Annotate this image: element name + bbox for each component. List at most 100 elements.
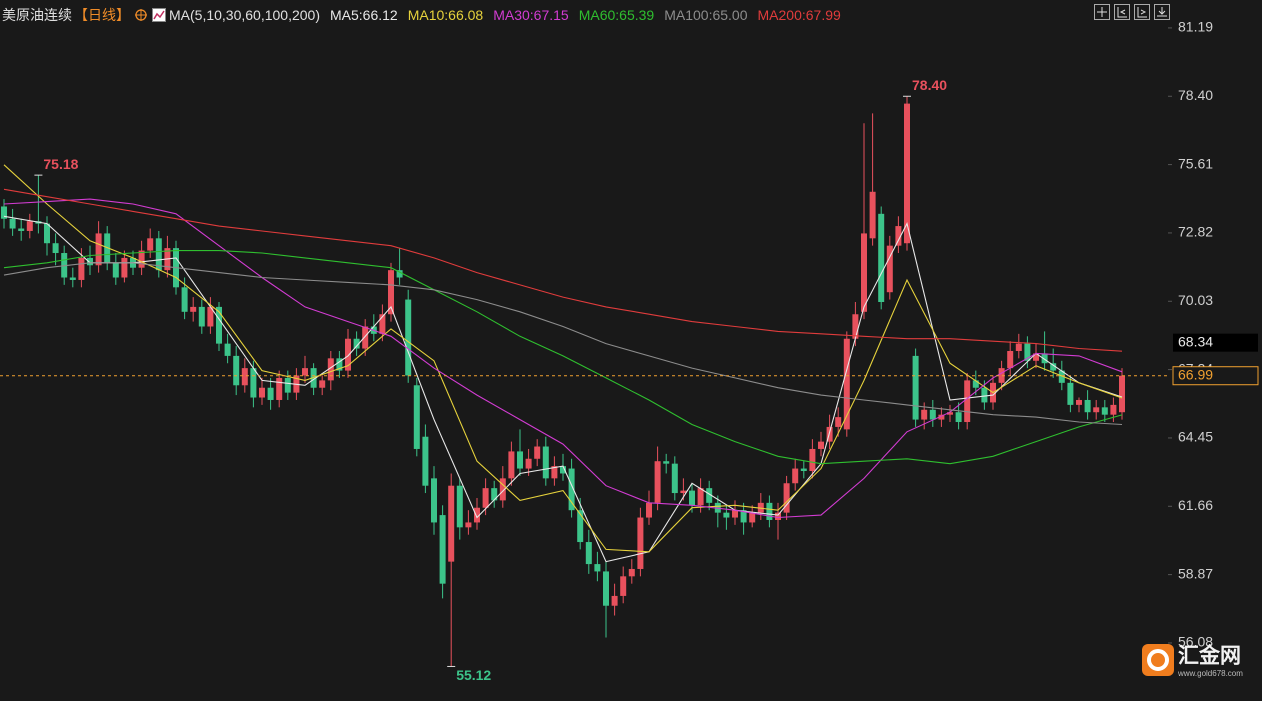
legend-entry: MA60:65.39 <box>578 7 655 23</box>
candle-body <box>508 451 515 479</box>
candle-body <box>233 355 240 386</box>
candle-body <box>697 488 704 506</box>
candle-body <box>594 564 601 572</box>
candle-body <box>886 245 893 293</box>
y-tick-label: 81.19 <box>1178 19 1213 35</box>
y-tick-label: 72.82 <box>1178 224 1213 240</box>
watermark-url: www.gold678.com <box>1177 669 1243 678</box>
candle-body <box>732 510 738 518</box>
candle-body <box>112 262 119 278</box>
candle-body <box>628 568 635 577</box>
candle-body <box>241 368 248 386</box>
candle-body <box>740 510 747 523</box>
candle-body <box>284 377 291 393</box>
candle-body <box>1101 407 1108 415</box>
y-tick-label: 58.87 <box>1178 565 1213 581</box>
candle-body <box>861 233 867 312</box>
candle-body <box>517 451 523 469</box>
ma-line <box>3 262 1123 426</box>
candle-body <box>1015 343 1022 351</box>
candle-body <box>775 512 781 520</box>
candle-body <box>904 103 910 244</box>
zoom-button[interactable] <box>1094 4 1110 20</box>
candle-body <box>1119 375 1125 413</box>
candle-body <box>611 595 618 606</box>
candle-body <box>44 223 50 244</box>
candle-body <box>1041 353 1048 364</box>
export-button[interactable] <box>1154 4 1170 20</box>
candle-body <box>138 250 145 268</box>
candle-body <box>972 380 979 388</box>
candle-body <box>560 466 566 474</box>
candle-body <box>267 387 274 400</box>
candle-body <box>783 483 790 513</box>
right-button[interactable] <box>1134 4 1150 20</box>
indicator-label[interactable]: MA(5,10,30,60,100,200) <box>169 7 320 23</box>
candle-body <box>69 277 76 280</box>
candle-body <box>353 338 360 349</box>
candle-body <box>1024 343 1031 361</box>
indicator-icon[interactable] <box>152 8 166 22</box>
candle-body <box>1058 370 1065 383</box>
candle-body <box>749 512 756 523</box>
instrument-title: 美原油连续 <box>2 7 72 23</box>
ma-line <box>3 164 1123 553</box>
candle-body <box>224 343 231 356</box>
last-price-box <box>1172 366 1259 386</box>
candle-body <box>912 355 919 420</box>
candle-body <box>603 571 609 606</box>
toolbar <box>1094 4 1170 20</box>
candle-body <box>525 458 532 469</box>
price-tag: 68.34 <box>1178 333 1213 349</box>
candle-body <box>998 368 1005 383</box>
candle-body <box>491 488 498 501</box>
watermark-brand: 汇金网 <box>1178 644 1241 668</box>
ma-line <box>3 215 1123 563</box>
candle-body <box>680 490 687 494</box>
legend-entry: MA10:66.08 <box>407 7 484 23</box>
candle-body <box>388 270 394 315</box>
candle-body <box>1007 350 1014 369</box>
candle-body <box>52 243 59 254</box>
candle-body <box>147 238 154 251</box>
candle-body <box>809 448 816 472</box>
left-button[interactable] <box>1114 4 1130 20</box>
candle-body <box>766 502 773 520</box>
candle-body <box>207 306 214 327</box>
candle-body <box>964 380 971 423</box>
candle-body <box>431 478 437 523</box>
candle-body <box>250 368 257 398</box>
candle-body <box>706 488 713 503</box>
candle-body <box>981 387 988 403</box>
price-tag-box <box>1173 333 1258 352</box>
candle-body <box>87 257 93 266</box>
watermark: 汇金网 www.gold678.com <box>1140 640 1258 680</box>
candle-body <box>534 446 541 459</box>
candle-body <box>448 485 455 562</box>
candle-body <box>800 468 807 472</box>
candle-body <box>95 233 102 266</box>
candle-body <box>1076 399 1082 405</box>
y-tick-label: 61.66 <box>1178 497 1213 513</box>
candle-body <box>1 206 7 219</box>
extreme-label: 75.18 <box>43 156 78 172</box>
ma-line <box>3 188 1123 352</box>
legend-entry: MA200:67.99 <box>757 7 841 23</box>
candle-body <box>9 218 16 229</box>
extreme-label: 55.12 <box>456 667 491 683</box>
candle-body <box>345 338 351 371</box>
legend-entry: MA100:65.00 <box>664 7 748 23</box>
candle-body <box>379 314 386 334</box>
candle-body <box>405 299 412 376</box>
candle-body <box>663 461 670 464</box>
candle-body <box>121 257 128 278</box>
last-price-label: 66.99 <box>1178 366 1213 382</box>
period[interactable]: 【日线】 <box>74 7 130 23</box>
candle-body <box>542 446 549 479</box>
candle-body <box>1033 353 1039 361</box>
candle-body <box>1067 382 1074 405</box>
crosshair-icon[interactable] <box>134 8 148 22</box>
candle-body <box>852 314 859 339</box>
